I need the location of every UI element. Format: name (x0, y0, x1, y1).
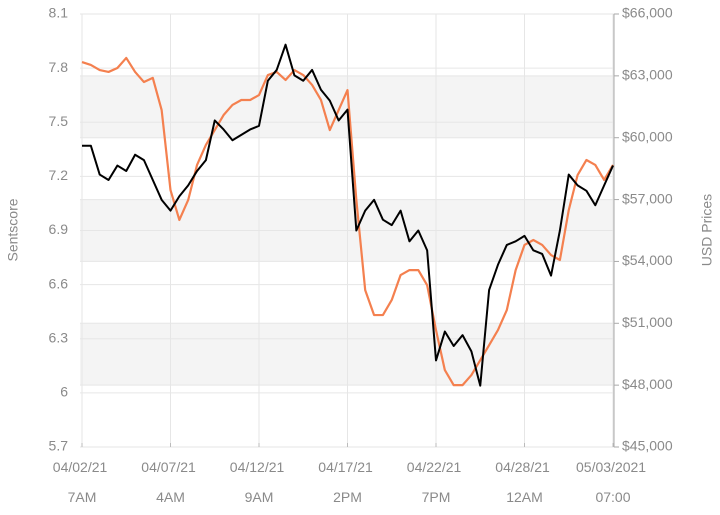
y-tick-label: 8.1 (49, 5, 69, 21)
y-tick-label: 7.8 (49, 59, 69, 75)
y-tick-label: 6.6 (49, 275, 69, 291)
y2-tick-label: $60,000 (622, 128, 673, 144)
y-tick-label: 6 (60, 384, 68, 400)
y2-axis-title: USD Prices (699, 194, 715, 266)
y-tick-label: 6.9 (49, 221, 69, 237)
series-line (81, 56, 614, 387)
x-tick-label: 04/28/21 12AM (495, 459, 553, 505)
series-line (82, 43, 614, 387)
y2-tick-label: $54,000 (622, 252, 673, 268)
x-tick-label: 04/12/21 9AM (230, 459, 288, 505)
x-tick-label: 04/02/21 7AM (53, 459, 111, 505)
y-tick-label: 5.7 (49, 438, 69, 454)
plot-lines (81, 43, 614, 387)
y2-tick-label: $48,000 (622, 376, 673, 392)
y-tick-label: 7.2 (49, 167, 69, 183)
y2-tick-label: $63,000 (622, 67, 673, 83)
y2-tick-label: $51,000 (622, 314, 673, 330)
x-tick-label: 04/07/21 4AM (141, 459, 199, 505)
y2-tick-label: $66,000 (622, 5, 673, 21)
y2-tick-label: $45,000 (622, 438, 673, 454)
x-tick-label: 04/22/21 7PM (407, 459, 465, 505)
labels: 5.7 6 6.3 6.6 6.9 7.2 7.5 7.8 8.1 $45,000 $48,000 $… (49, 5, 673, 505)
x-tick-label: 04/17/21 2PM (318, 459, 376, 505)
y-axis-title: Sentscore (5, 198, 21, 261)
y-tick-label: 7.5 (49, 113, 69, 129)
x-tick-label: 05/03/2021 07:00 (576, 459, 650, 505)
y-tick-label: 6.3 (49, 329, 69, 345)
y2-tick-label: $57,000 (622, 190, 673, 206)
grid (80, 13, 619, 448)
